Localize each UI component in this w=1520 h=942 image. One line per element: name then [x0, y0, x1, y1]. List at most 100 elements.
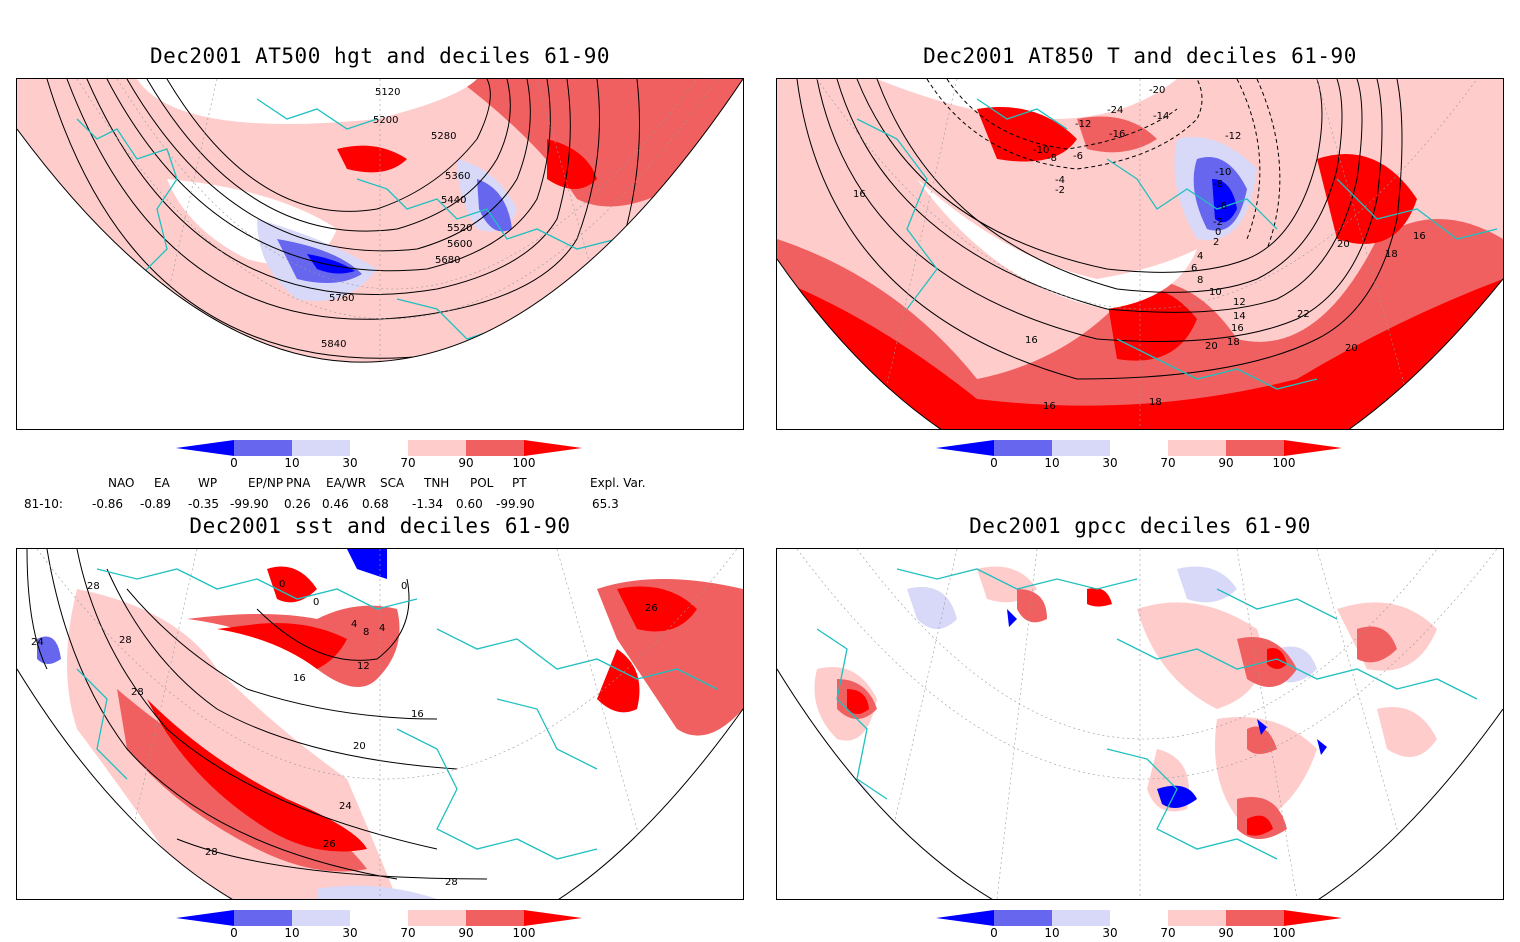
- contour-label: 24: [339, 801, 352, 812]
- map-panel-t850: -20 -24 -12 -16 -14 -10 -8 -6 -4 -2 -12 …: [776, 78, 1504, 430]
- index-value: -99.90: [496, 497, 535, 511]
- contour-label: 8: [363, 627, 369, 638]
- colorbar-swatch: [466, 440, 524, 456]
- index-value: -0.89: [140, 497, 172, 511]
- index-value: -99.90: [230, 497, 269, 511]
- contour-label: 20: [353, 741, 366, 752]
- contour-label: 28: [131, 687, 144, 698]
- contour-label: -8: [1213, 179, 1223, 190]
- contour-labels-t850: -20 -24 -12 -16 -14 -10 -8 -6 -4 -2 -12 …: [853, 85, 1426, 412]
- colorbar-tick-label: 0: [990, 456, 998, 470]
- contour-label: 16: [1043, 401, 1056, 412]
- colorbar-swatch: [1284, 910, 1342, 926]
- colorbar-tick-label: 30: [1102, 456, 1118, 470]
- colorbar-t850: 0 10 30 70 90 100: [936, 440, 1346, 472]
- colorbar-tick-label: 100: [512, 926, 536, 940]
- contour-label: 18: [1149, 397, 1162, 408]
- contour-labels-sst: 28 24 28 28 0 0 0 4 8 4 12 16 16 20 24 2…: [31, 579, 658, 888]
- contour-label: 5840: [321, 339, 346, 350]
- contour-label: 16: [853, 189, 866, 200]
- colorbar-tick-label: 70: [400, 456, 416, 470]
- panel-title-sst: Dec2001 sst and deciles 61-90: [189, 514, 571, 538]
- colorbar-swatch: [1226, 910, 1284, 926]
- contour-label: -2: [1055, 185, 1065, 196]
- contour-label: 24: [31, 637, 44, 648]
- contour-label: -10: [1033, 145, 1049, 156]
- colorbar-swatch: [292, 440, 350, 456]
- contour-label: -20: [1149, 85, 1165, 96]
- colorbar-swatches: [176, 910, 582, 926]
- colorbar-tick-label: 70: [400, 926, 416, 940]
- indices-row-label: 81-10:: [24, 497, 63, 511]
- contour-label: -2: [1213, 217, 1223, 228]
- colorbar-swatch: [408, 910, 466, 926]
- contour-label: 20: [1337, 239, 1350, 250]
- colorbar-tick-label: 10: [284, 456, 300, 470]
- colorbar-swatch: [1110, 440, 1168, 456]
- contour-label: 28: [87, 581, 100, 592]
- colorbar-tick-label: 30: [342, 456, 358, 470]
- colorbar-swatch: [994, 440, 1052, 456]
- contour-label: 28: [119, 635, 132, 646]
- colorbar-swatch: [524, 440, 582, 456]
- contour-label: 20: [1345, 343, 1358, 354]
- colorbar-swatch: [524, 910, 582, 926]
- index-value: 65.3: [592, 497, 619, 511]
- colorbar-tick-label: 0: [230, 456, 238, 470]
- colorbar-swatch: [1226, 440, 1284, 456]
- contour-label: -16: [1109, 129, 1125, 140]
- contour-label: 16: [293, 673, 306, 684]
- colorbar-swatch: [1052, 440, 1110, 456]
- colorbar-tick-label: 30: [342, 926, 358, 940]
- contour-label: 8: [1197, 275, 1203, 286]
- index-header: EP/NP: [248, 476, 284, 490]
- index-value: 0.46: [322, 497, 349, 511]
- colorbar-swatch: [234, 440, 292, 456]
- index-header: WP: [198, 476, 218, 490]
- contour-label: 5520: [447, 223, 472, 234]
- index-header: PT: [512, 476, 527, 490]
- index-header: NAO: [108, 476, 135, 490]
- contour-label: 16: [1413, 231, 1426, 242]
- colorbar-swatches: [936, 440, 1342, 456]
- index-value: 0.68: [362, 497, 389, 511]
- contour-label: -24: [1107, 105, 1123, 116]
- index-header: Expl. Var.: [590, 476, 646, 490]
- contour-label: 4: [351, 619, 357, 630]
- colorbar-tick-label: 0: [230, 926, 238, 940]
- contour-label: 2: [1213, 237, 1219, 248]
- contour-label: -14: [1153, 111, 1169, 122]
- contour-label: -10: [1215, 167, 1231, 178]
- colorbar-hgt: 0 10 30 70 90 100: [176, 440, 586, 472]
- colorbar-swatch: [350, 910, 408, 926]
- contour-label: 4: [379, 623, 385, 634]
- colorbar-tick-label: 0: [990, 926, 998, 940]
- colorbar-swatch: [292, 910, 350, 926]
- colorbar-tick-label: 100: [1272, 456, 1296, 470]
- contour-label: 12: [1233, 297, 1246, 308]
- contour-label: 20: [1205, 341, 1218, 352]
- panel-title-hgt: Dec2001 AT500 hgt and deciles 61-90: [149, 44, 610, 68]
- index-header: POL: [470, 476, 494, 490]
- contour-label: 4: [1197, 251, 1203, 262]
- index-header: SCA: [380, 476, 405, 490]
- contour-label: 5680: [435, 255, 460, 266]
- index-value: 0.60: [456, 497, 483, 511]
- contour-label: 0: [313, 597, 319, 608]
- contour-label: 16: [1231, 323, 1244, 334]
- colorbar-swatch: [466, 910, 524, 926]
- indices-header: NAO EA WP EP/NP PNA EA/WR SCA TNH POL PT Expl. Var…: [0, 476, 700, 492]
- contour-label: 22: [1297, 309, 1310, 320]
- contour-label: 28: [205, 847, 218, 858]
- colorbar-swatch: [1168, 910, 1226, 926]
- colorbar-swatches: [936, 910, 1342, 926]
- colorbar-swatches: [176, 440, 582, 456]
- colorbar-swatch: [936, 910, 994, 926]
- colorbar-swatch: [1168, 440, 1226, 456]
- contour-label: 6: [1191, 263, 1197, 274]
- contour-label: 10: [1209, 287, 1222, 298]
- contour-label: 12: [357, 661, 370, 672]
- indices-values: -0.86 -0.89 -0.35 -99.90 0.26 0.46 0.68 -1.34 0.…: [0, 497, 700, 513]
- index-header: TNH: [424, 476, 450, 490]
- index-header: EA/WR: [326, 476, 367, 490]
